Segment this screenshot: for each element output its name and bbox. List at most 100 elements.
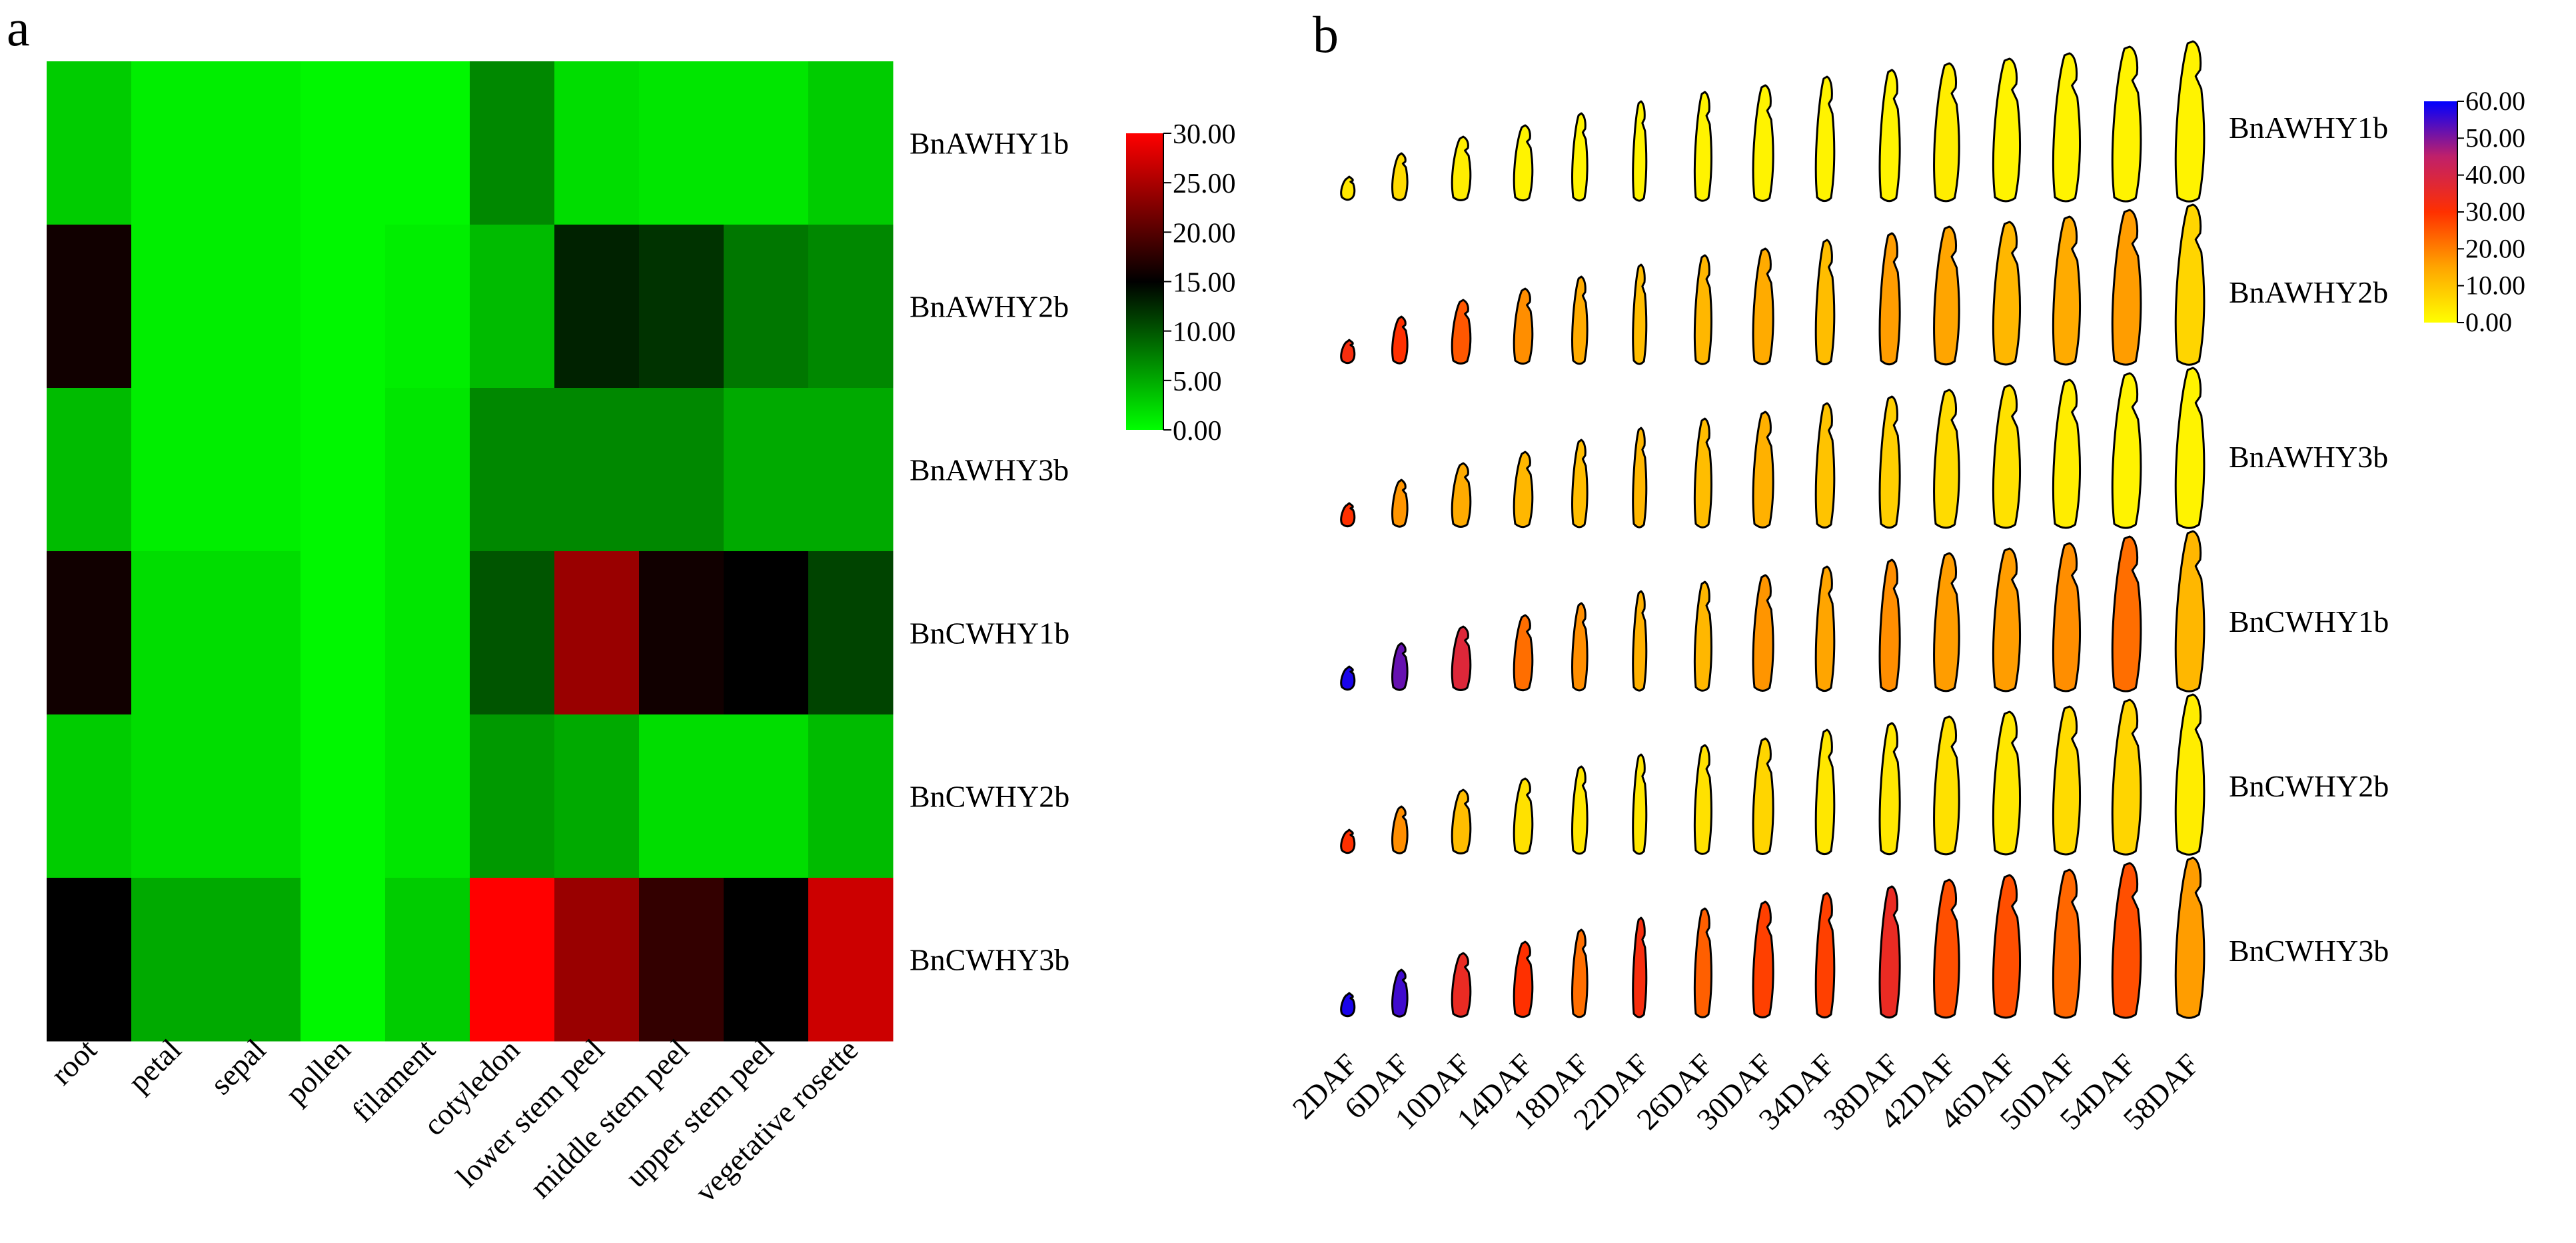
- heatmap-cell-bncwhy2b-upper-stem-peel: [724, 714, 809, 878]
- seed-bncwhy2b-22daf: [1632, 753, 1648, 855]
- heatmap-cell-bnawhy2b-pollen: [301, 225, 386, 389]
- heatmap-cell-bncwhy3b-lower-stem-peel: [554, 878, 640, 1042]
- column-label-upper-stem-peel: upper stem peel: [619, 1032, 780, 1194]
- seed-heatmap-b: BnAWHY1b BnAWHY2b BnAWHY3b BnCWHY1b BnCWHY2b…: [1286, 40, 2389, 1136]
- heatmap-cell-bncwhy3b-sepal: [216, 878, 301, 1042]
- heatmap-cell-bncwhy2b-vegetative-rosette: [808, 714, 894, 878]
- heatmap-cell-bncwhy3b-vegetative-rosette: [808, 878, 894, 1042]
- heatmap-cell-bncwhy2b-cotyledon: [470, 714, 555, 878]
- row-label-b-bncwhy1b: BnCWHY1b: [2229, 605, 2389, 638]
- heatmap-cell-bnawhy1b-cotyledon: [470, 61, 555, 225]
- heatmap-cell-bncwhy1b-upper-stem-peel: [724, 551, 809, 715]
- seed-bncwhy2b-46daf: [1992, 710, 2022, 856]
- column-label-sepal: sepal: [204, 1032, 273, 1101]
- heatmap-cell-bnawhy1b-filament: [385, 61, 470, 225]
- seed-bnawhy2b-18daf: [1571, 275, 1589, 365]
- heatmap-a: BnAWHY1b BnAWHY2b BnAWHY3b BnCWHY1b BnCWHY2b…: [44, 61, 1069, 1209]
- seed-bncwhy3b-18daf: [1571, 928, 1589, 1018]
- seed-bnawhy3b-34daf: [1814, 402, 1836, 529]
- seed-bnawhy3b-54daf: [2111, 372, 2142, 529]
- row-label-b-bnawhy3b: BnAWHY3b: [2229, 440, 2388, 474]
- seed-bnawhy2b-22daf: [1632, 263, 1648, 365]
- heatmap-cell-bnawhy1b-root: [47, 61, 132, 225]
- heatmap-cell-bnawhy3b-pollen: [301, 388, 386, 552]
- seed-bncwhy3b-34daf: [1814, 892, 1836, 1019]
- heatmap-cell-bncwhy2b-filament: [385, 714, 470, 878]
- colorbar-b-tick-label: 0.00: [2465, 307, 2512, 337]
- seed-bnawhy1b-38daf: [1878, 69, 1901, 203]
- seed-bncwhy1b-2daf: [1340, 665, 1356, 691]
- heatmap-cell-bncwhy1b-pollen: [301, 551, 386, 715]
- seed-bnawhy2b-6daf: [1391, 315, 1409, 365]
- seed-bncwhy3b-30daf: [1752, 900, 1774, 1018]
- seed-bncwhy2b-26daf: [1693, 744, 1712, 855]
- colorbar-a-tick-label: 10.00: [1173, 317, 1236, 348]
- seed-bnawhy2b-38daf: [1878, 232, 1901, 366]
- row-label-b-bnawhy1b: BnAWHY1b: [2229, 111, 2388, 145]
- row-label-bncwhy1b: BnCWHY1b: [910, 617, 1069, 650]
- heatmap-cell-bnawhy1b-petal: [131, 61, 217, 225]
- heatmap-cell-bnawhy2b-cotyledon: [470, 225, 555, 389]
- heatmap-cell-bnawhy2b-root: [47, 225, 132, 389]
- heatmap-cell-bncwhy1b-middle-stem-peel: [639, 551, 724, 715]
- seed-bncwhy3b-46daf: [1992, 874, 2022, 1019]
- seed-bncwhy1b-30daf: [1752, 574, 1774, 692]
- heatmap-cell-bnawhy1b-pollen: [301, 61, 386, 225]
- seed-bnawhy3b-50daf: [2052, 379, 2082, 529]
- heatmap-cell-bncwhy3b-middle-stem-peel: [639, 878, 724, 1042]
- heatmap-cell-bnawhy1b-upper-stem-peel: [724, 61, 809, 225]
- seed-bnawhy3b-42daf: [1933, 389, 1960, 529]
- seed-bncwhy1b-46daf: [1992, 547, 2022, 692]
- seed-bncwhy2b-34daf: [1814, 728, 1836, 856]
- colorbar-a-tick-label: 15.00: [1173, 268, 1236, 299]
- seed-bnawhy2b-50daf: [2052, 215, 2082, 366]
- heatmap-cell-bnawhy2b-sepal: [216, 225, 301, 389]
- seed-bnawhy1b-6daf: [1391, 152, 1409, 201]
- seed-bnawhy3b-46daf: [1992, 384, 2022, 529]
- seed-bnawhy2b-14daf: [1513, 287, 1534, 365]
- heatmap-cell-bnawhy3b-sepal: [216, 388, 301, 552]
- seed-bncwhy3b-58daf: [2174, 856, 2206, 1019]
- seed-bnawhy1b-58daf: [2174, 40, 2206, 203]
- heatmap-cell-bnawhy3b-vegetative-rosette: [808, 388, 894, 552]
- seed-bnawhy1b-26daf: [1693, 91, 1712, 202]
- heatmap-cell-bncwhy2b-sepal: [216, 714, 301, 878]
- seed-bncwhy1b-22daf: [1632, 590, 1648, 692]
- seed-bnawhy1b-46daf: [1992, 57, 2022, 203]
- seed-bncwhy3b-6daf: [1391, 968, 1409, 1018]
- row-label-bncwhy2b: BnCWHY2b: [910, 780, 1069, 814]
- heatmap-cell-bncwhy2b-pollen: [301, 714, 386, 878]
- colorbar-b-tick-label: 10.00: [2465, 271, 2525, 301]
- colorbar-b-bar: [2424, 101, 2457, 323]
- seed-bnawhy2b-2daf: [1340, 339, 1356, 365]
- column-label-petal: petal: [121, 1032, 187, 1098]
- seed-bncwhy2b-6daf: [1391, 805, 1409, 854]
- heatmap-cell-bncwhy1b-petal: [131, 551, 217, 715]
- row-label-b-bncwhy2b: BnCWHY2b: [2229, 769, 2389, 803]
- seed-bncwhy1b-42daf: [1933, 552, 1960, 692]
- seed-bncwhy1b-10daf: [1451, 625, 1472, 691]
- row-label-bnawhy1b: BnAWHY1b: [910, 127, 1069, 161]
- seed-bnawhy3b-6daf: [1391, 479, 1409, 528]
- panel-a-label: a: [7, 0, 30, 57]
- seed-bncwhy1b-54daf: [2111, 535, 2142, 692]
- heatmap-cell-bnawhy2b-petal: [131, 225, 217, 389]
- heatmap-cell-bncwhy3b-root: [47, 878, 132, 1042]
- seed-bnawhy2b-58daf: [2174, 203, 2206, 366]
- seed-bncwhy1b-18daf: [1571, 602, 1589, 692]
- heatmap-cell-bncwhy2b-root: [47, 714, 132, 878]
- row-label-b-bncwhy3b: BnCWHY3b: [2229, 934, 2389, 968]
- seed-bnawhy3b-14daf: [1513, 451, 1534, 529]
- colorbar-a: 30.00 25.00 20.00 15.00 10.00 5.00 0.00: [1126, 119, 1236, 447]
- seed-bncwhy2b-54daf: [2111, 698, 2142, 856]
- seed-bncwhy1b-26daf: [1693, 581, 1712, 692]
- heatmap-cell-bncwhy1b-lower-stem-peel: [554, 551, 640, 715]
- seed-bnawhy3b-18daf: [1571, 439, 1589, 529]
- colorbar-a-tick-label: 0.00: [1173, 416, 1222, 447]
- seed-bncwhy3b-42daf: [1933, 878, 1960, 1019]
- seed-bnawhy3b-2daf: [1340, 502, 1356, 528]
- colorbar-a-bar: [1126, 133, 1163, 430]
- seed-bnawhy2b-26daf: [1693, 254, 1712, 365]
- heatmap-cell-bncwhy2b-middle-stem-peel: [639, 714, 724, 878]
